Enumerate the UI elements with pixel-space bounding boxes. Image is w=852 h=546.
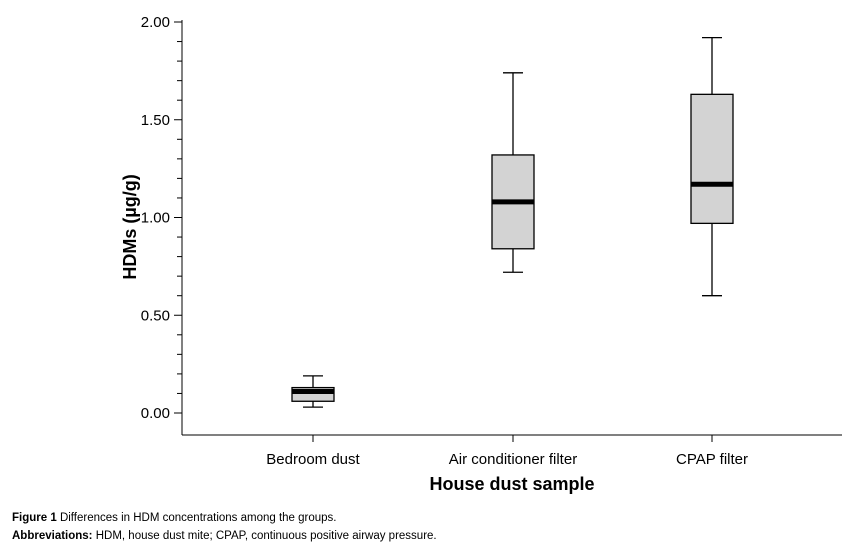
box-plot-chart: 0.00 0.50 1.00 1.50 2.00 Bedroom dust Air cond… [120, 14, 842, 494]
y-tick-label: 0.00 [141, 405, 170, 422]
figure-caption: Figure 1 Differences in HDM concentratio… [12, 511, 337, 525]
abbreviations-caption: Abbreviations: HDM, house dust mite; CPA… [12, 529, 437, 543]
figure-label: Figure 1 [12, 512, 57, 524]
y-tick-label: 1.00 [141, 210, 170, 227]
x-tick-label: Air conditioner filter [449, 451, 577, 468]
y-tick-label: 0.50 [141, 307, 170, 324]
abbreviations-text: HDM, house dust mite; CPAP, continuous p… [95, 530, 437, 542]
x-axis-title: House dust sample [429, 474, 594, 494]
y-axis-title: HDMs (µg/g) [120, 174, 140, 279]
abbreviations-label: Abbreviations: [12, 530, 93, 542]
box [690, 93, 734, 225]
x-tick-label: Bedroom dust [266, 451, 360, 468]
y-tick-label: 2.00 [141, 14, 170, 31]
figure-caption-text: Differences in HDM concentrations among … [59, 512, 337, 524]
x-tick-label: CPAP filter [676, 451, 748, 468]
y-tick-label: 1.50 [141, 112, 170, 129]
